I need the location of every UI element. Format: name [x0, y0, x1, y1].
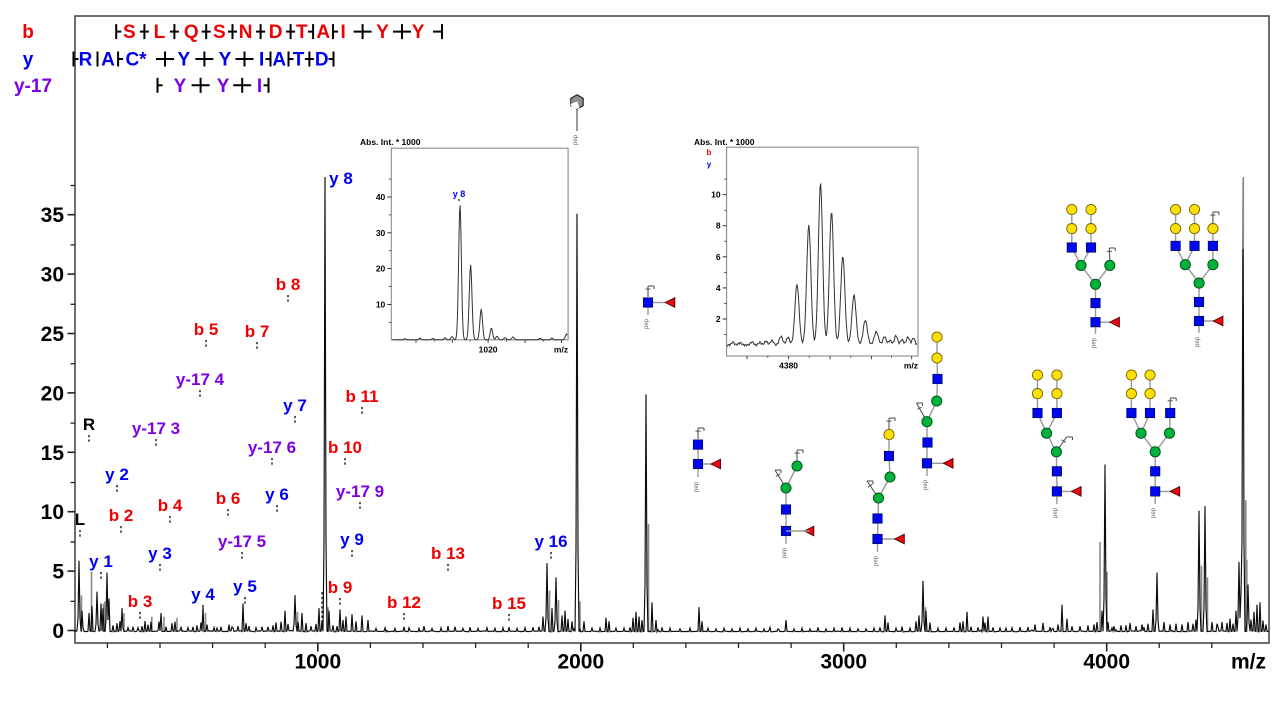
- svg-text:y-17 3: y-17 3: [132, 419, 180, 438]
- svg-text:A: A: [272, 50, 286, 71]
- svg-text:D: D: [315, 50, 329, 71]
- svg-text:b 11: b 11: [345, 387, 378, 406]
- svg-text:b 12: b 12: [387, 593, 421, 612]
- svg-text:y 1: y 1: [89, 552, 113, 571]
- svg-text:10: 10: [376, 300, 386, 310]
- svg-text:8: 8: [716, 221, 721, 231]
- svg-text:10: 10: [41, 501, 64, 524]
- svg-text:pep: pep: [1092, 337, 1098, 348]
- svg-text:I: I: [259, 50, 264, 71]
- svg-text:25: 25: [41, 323, 65, 346]
- svg-text:b 15: b 15: [492, 594, 526, 613]
- svg-text:0: 0: [52, 620, 64, 643]
- svg-text:pep: pep: [923, 479, 929, 490]
- svg-text:m/z: m/z: [1231, 651, 1266, 674]
- svg-text:I: I: [257, 76, 262, 97]
- svg-text:6: 6: [716, 252, 721, 262]
- svg-text:1020: 1020: [479, 345, 498, 355]
- svg-text:R: R: [79, 50, 93, 71]
- svg-text:y 7: y 7: [283, 396, 307, 415]
- svg-text:y-17 4: y-17 4: [176, 370, 225, 389]
- svg-text:L: L: [154, 22, 166, 43]
- svg-text:y-17 6: y-17 6: [248, 438, 296, 457]
- svg-text:y 3: y 3: [148, 544, 172, 563]
- svg-text:3000: 3000: [820, 651, 867, 674]
- svg-text:pep: pep: [1053, 507, 1059, 518]
- svg-text:A: A: [316, 22, 330, 43]
- svg-text:35: 35: [41, 204, 65, 227]
- svg-text:30: 30: [376, 228, 386, 238]
- svg-text:y-17: y-17: [14, 76, 52, 97]
- svg-text:pep: pep: [644, 318, 650, 329]
- svg-text:Q: Q: [184, 22, 199, 43]
- svg-text:Abs. Int. * 1000: Abs. Int. * 1000: [694, 137, 755, 147]
- svg-text:20: 20: [376, 264, 386, 274]
- svg-text:15: 15: [41, 442, 65, 465]
- svg-text:C*: C*: [125, 50, 147, 71]
- svg-text:Y: Y: [412, 22, 425, 43]
- svg-text:4: 4: [716, 283, 721, 293]
- svg-text:Y: Y: [219, 50, 232, 71]
- svg-text:T: T: [296, 22, 308, 43]
- svg-text:b 13: b 13: [431, 544, 465, 563]
- svg-text:I: I: [340, 22, 345, 43]
- svg-text:pep: pep: [1151, 507, 1157, 518]
- svg-text:y-17 5: y-17 5: [218, 532, 266, 551]
- svg-text:1000: 1000: [294, 651, 341, 674]
- svg-text:m/z: m/z: [554, 345, 568, 355]
- svg-text:D: D: [269, 22, 283, 43]
- svg-text:b 9: b 9: [328, 578, 353, 597]
- svg-text:2: 2: [716, 314, 721, 324]
- svg-text:pep: pep: [874, 555, 880, 566]
- svg-text:40: 40: [376, 192, 386, 202]
- svg-text:10: 10: [711, 190, 721, 200]
- svg-text:Y: Y: [177, 50, 190, 71]
- svg-text:y 5: y 5: [233, 577, 257, 596]
- svg-text:S: S: [123, 22, 136, 43]
- svg-text:y: y: [23, 50, 34, 71]
- svg-text:b 4: b 4: [158, 496, 183, 515]
- svg-text:R: R: [83, 415, 95, 434]
- svg-text:T: T: [293, 50, 305, 71]
- svg-text:y 8: y 8: [329, 169, 353, 188]
- svg-text:b: b: [22, 22, 34, 43]
- svg-text:2000: 2000: [557, 651, 604, 674]
- svg-text:b 10: b 10: [328, 438, 362, 457]
- svg-text:Abs. Int. * 1000: Abs. Int. * 1000: [360, 137, 421, 147]
- svg-text:y-17 9: y-17 9: [336, 482, 384, 501]
- svg-text:4380: 4380: [779, 361, 798, 371]
- svg-text:m/z: m/z: [904, 361, 918, 371]
- svg-text:A: A: [101, 50, 115, 71]
- svg-text:pep: pep: [1195, 336, 1201, 347]
- svg-text:20: 20: [41, 382, 64, 405]
- svg-text:y 16: y 16: [534, 532, 567, 551]
- svg-text:S: S: [213, 22, 226, 43]
- svg-text:L: L: [75, 510, 85, 529]
- svg-text:pep: pep: [573, 134, 579, 145]
- svg-text:y 6: y 6: [265, 485, 289, 504]
- svg-text:b 5: b 5: [194, 320, 219, 339]
- svg-text:pep: pep: [782, 547, 788, 558]
- svg-text:y 4: y 4: [191, 585, 215, 604]
- svg-text:5: 5: [52, 561, 64, 584]
- svg-text:b 3: b 3: [128, 592, 153, 611]
- svg-text:Y: Y: [174, 76, 187, 97]
- svg-text:b 7: b 7: [245, 322, 270, 341]
- svg-text:y 9: y 9: [340, 530, 364, 549]
- svg-text:b 8: b 8: [276, 275, 301, 294]
- svg-text:4000: 4000: [1083, 651, 1130, 674]
- svg-text:y 2: y 2: [105, 465, 129, 484]
- svg-text:Y: Y: [376, 22, 389, 43]
- svg-text:Y: Y: [217, 76, 230, 97]
- svg-text:b 6: b 6: [216, 489, 241, 508]
- svg-text:pep: pep: [694, 481, 700, 492]
- svg-text:b: b: [707, 148, 712, 157]
- svg-text:y: y: [707, 160, 712, 169]
- svg-text:y 8: y 8: [453, 189, 466, 199]
- svg-text:N: N: [239, 22, 253, 43]
- svg-text:30: 30: [41, 264, 64, 287]
- svg-text:b 2: b 2: [109, 506, 134, 525]
